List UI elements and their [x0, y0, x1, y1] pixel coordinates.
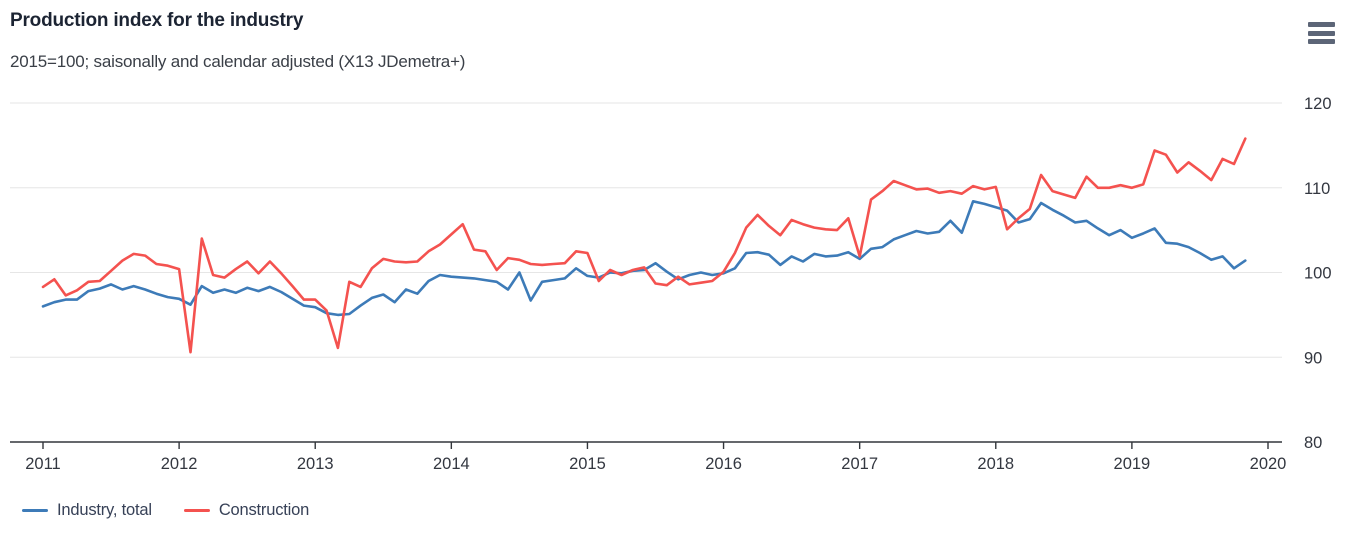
legend-item-industry-total[interactable]: Industry, total: [22, 501, 152, 520]
menu-bar: [1308, 39, 1335, 44]
menu-bar: [1308, 30, 1335, 36]
x-axis-label: 2012: [161, 455, 198, 473]
series-line-industry-total[interactable]: [41, 200, 1247, 317]
x-axis-label: 2018: [977, 455, 1014, 473]
menu-bar: [1308, 22, 1335, 27]
legend-label: Industry, total: [57, 501, 152, 519]
x-axis-label: 2011: [25, 455, 60, 473]
hamburger-menu-icon[interactable]: [1308, 20, 1336, 46]
x-axis-label: 2013: [297, 455, 334, 473]
chart-title: Production index for the industry: [10, 10, 304, 31]
y-axis-label: 90: [1304, 349, 1322, 367]
legend-item-construction[interactable]: Construction: [183, 501, 310, 520]
y-axis-label: 80: [1304, 434, 1322, 452]
x-axis-label: 2020: [1250, 455, 1287, 473]
legend-marker-icon: [22, 509, 48, 512]
legend-label: Construction: [218, 501, 310, 519]
legend-marker-icon: [183, 509, 210, 512]
y-axis-label: 100: [1304, 265, 1332, 283]
x-axis-label: 2017: [841, 455, 878, 473]
series-line-construction[interactable]: [41, 137, 1247, 354]
x-axis-label: 2019: [1114, 455, 1151, 473]
chart-legend: Industry, total Construction: [22, 501, 309, 520]
x-axis-label: 2015: [569, 455, 606, 473]
chart-subtitle: 2015=100; saisonally and calendar adjust…: [10, 52, 466, 71]
x-axis-label: 2016: [705, 455, 742, 473]
y-axis-label: 110: [1304, 180, 1330, 198]
x-axis-label: 2014: [433, 455, 470, 473]
y-axis-label: 120: [1304, 95, 1332, 113]
